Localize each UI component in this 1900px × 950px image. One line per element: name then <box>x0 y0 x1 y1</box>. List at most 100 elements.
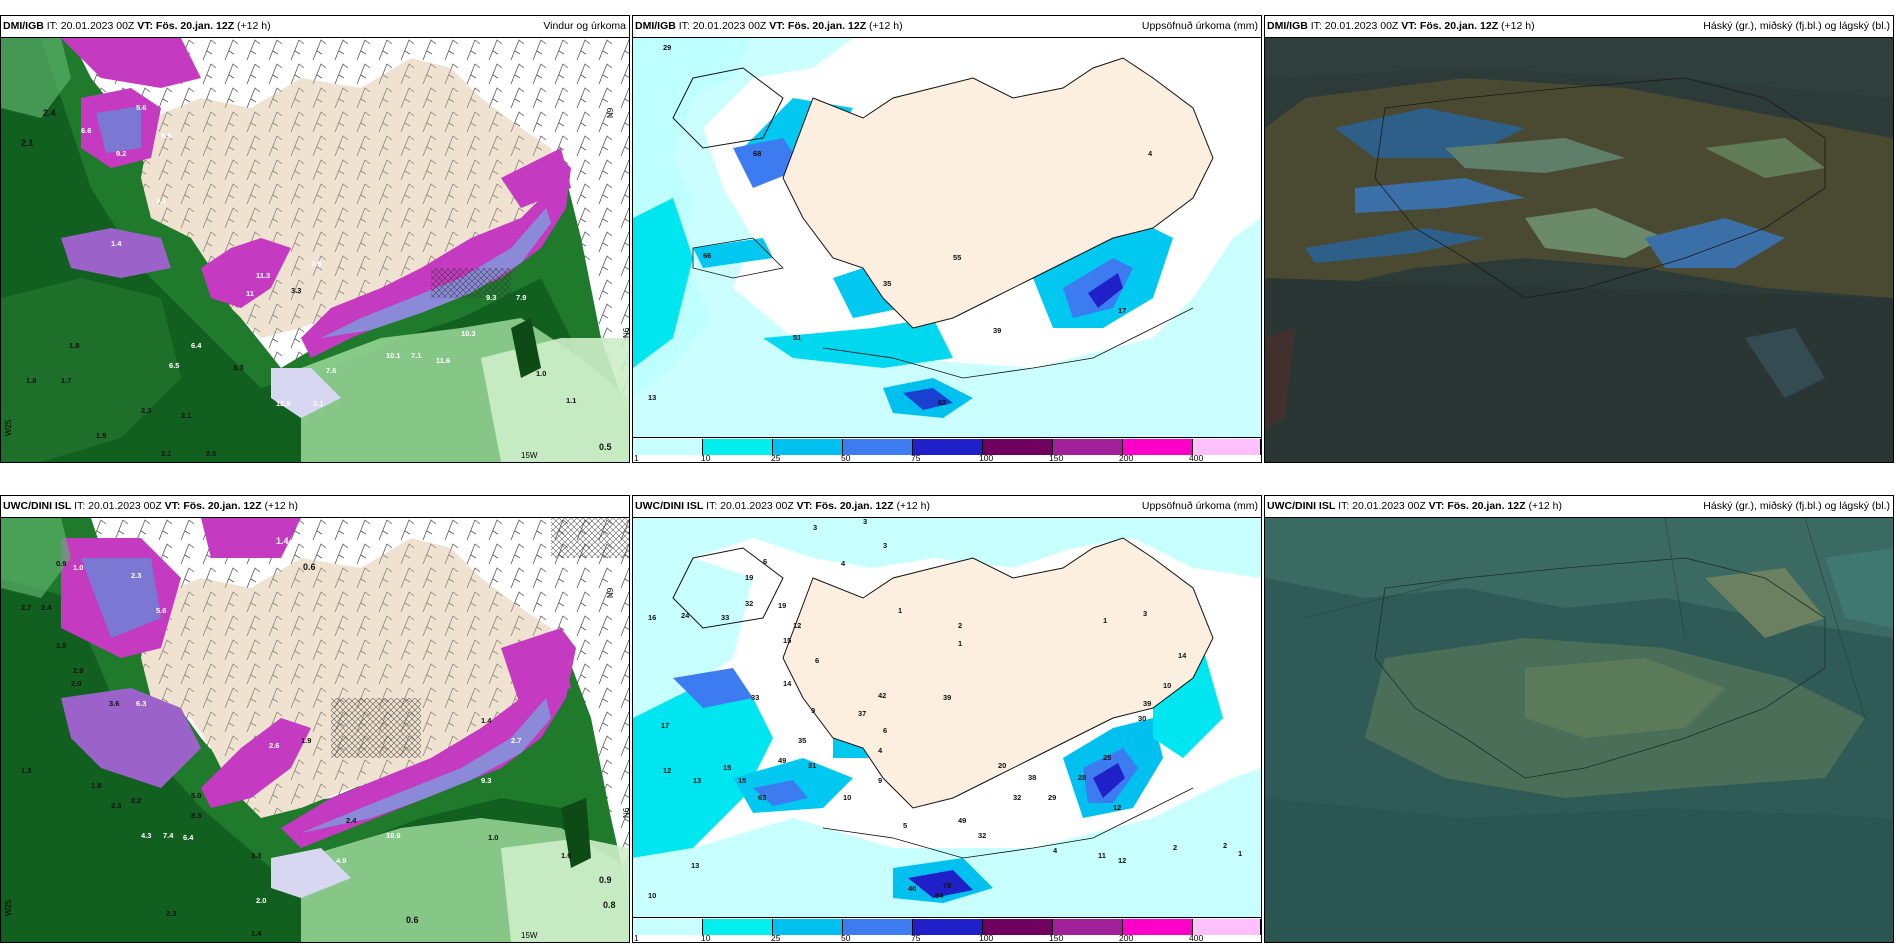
model-source: DMI/IGB <box>635 20 676 32</box>
colorbar-tick: 25 <box>771 933 781 943</box>
value-label: 1.7 <box>61 376 71 385</box>
value-label: 4.9 <box>336 856 346 865</box>
panel-header: DMI/IGB IT: 20.01.2023 00Z VT: Fös. 20.j… <box>633 16 1261 38</box>
value-label: 4.3 <box>141 831 151 840</box>
value-label: 15 <box>738 776 746 785</box>
colorbar-swatch <box>703 439 773 455</box>
value-label: 1.0 <box>488 833 498 842</box>
value-label: 5.6 <box>136 103 146 112</box>
valid-time: VT: Fös. 20.jan. 12Z <box>1401 20 1499 32</box>
value-label: 1.8 <box>26 376 36 385</box>
panel-wind-dmi: DMI/IGB IT: 20.01.2023 00Z VT: Fös. 20.j… <box>0 15 630 463</box>
value-label: 15 <box>783 636 791 645</box>
value-label: 12 <box>1113 803 1121 812</box>
value-label: 13 <box>691 861 699 870</box>
value-label: 32 <box>978 831 986 840</box>
lead-time: (+12 h) <box>234 20 271 32</box>
value-label: 31 <box>808 761 816 770</box>
value-label: 3.1 <box>156 196 166 205</box>
value-label: 2.0 <box>256 896 266 905</box>
value-label: 2.0 <box>71 679 81 688</box>
colorbar-tick: 25 <box>771 453 781 463</box>
value-label: 84 <box>935 891 944 900</box>
value-label: 4 <box>841 559 846 568</box>
colorbar-swatch <box>913 919 983 935</box>
value-label: 51 <box>793 333 801 342</box>
colorbar-tick: 1 <box>634 453 639 463</box>
value-label: 1.1 <box>566 396 576 405</box>
init-time: IT: 20.01.2023 00Z <box>43 20 138 32</box>
value-label: 2.3 <box>141 406 151 415</box>
value-label: 39 <box>993 326 1001 335</box>
value-label: 35 <box>798 736 806 745</box>
colorbar-swatch <box>1053 919 1123 935</box>
value-label: 6.9 <box>161 131 171 140</box>
value-label: 17 <box>661 721 669 730</box>
value-label: 9.3 <box>486 293 496 302</box>
precip-colorbar: 1 10 25 50 75 100 150 200 400 <box>633 437 1261 462</box>
value-label: 3 <box>883 541 887 550</box>
value-label: 78 <box>943 881 951 890</box>
value-label: 2.7 <box>511 736 521 745</box>
value-label: 4 <box>1148 149 1153 158</box>
value-label: 37 <box>858 709 866 718</box>
value-label: 62 <box>938 398 946 407</box>
value-label: 14 <box>1178 651 1187 660</box>
valid-time: VT: Fös. 20.jan. 12Z <box>796 500 894 512</box>
panel-header: DMI/IGB IT: 20.01.2023 00Z VT: Fös. 20.j… <box>1265 16 1893 38</box>
model-source: UWC/DINI ISL <box>3 500 72 512</box>
valid-time: VT: Fös. 20.jan. 12Z <box>769 20 867 32</box>
value-label: 4 <box>1053 846 1058 855</box>
value-label: 3 <box>863 518 867 526</box>
colorbar-swatch <box>1053 439 1123 455</box>
cloud-cover-map <box>1265 38 1893 462</box>
precip-map: 3 3 4 3 6 19 32 16 24 33 19 12 15 33 14 … <box>633 518 1261 942</box>
value-label: 12 <box>663 766 671 775</box>
panel-precip-uwc: UWC/DINI ISL IT: 20.01.2023 00Z VT: Fös.… <box>632 495 1262 943</box>
value-label: 1.4 <box>276 536 289 546</box>
value-label: 1 <box>1238 849 1242 858</box>
init-time: IT: 20.01.2023 00Z <box>703 500 797 512</box>
value-label: 6.5 <box>169 361 179 370</box>
value-label: 63 <box>758 793 766 802</box>
value-label: 2.6 <box>311 259 321 268</box>
init-time: IT: 20.01.2023 00Z <box>71 500 165 512</box>
value-label: 49 <box>958 816 966 825</box>
model-source: DMI/IGB <box>1267 20 1308 32</box>
value-label: 2.1 <box>161 449 171 458</box>
value-label: 2.7 <box>21 603 31 612</box>
value-label: 2.3 <box>166 909 176 918</box>
value-label: 2 <box>1173 843 1177 852</box>
value-label: 3.6 <box>109 699 119 708</box>
value-label: 1.9 <box>301 736 311 745</box>
lon-label: W25 <box>4 419 13 436</box>
init-time: IT: 20.01.2023 00Z <box>1335 500 1429 512</box>
value-label: 1.3 <box>21 766 31 775</box>
lead-time: (+12 h) <box>893 500 931 512</box>
colorbar-swatch <box>633 439 703 455</box>
value-label: 0.9 <box>56 559 66 568</box>
panel-wind-uwc: UWC/DINI ISL IT: 20.01.2023 00Z VT: Fös.… <box>0 495 630 943</box>
value-label: 3 <box>1143 609 1147 618</box>
value-label: 6 <box>763 557 767 566</box>
lon-label: W25 <box>4 899 13 916</box>
init-time: IT: 20.01.2023 00Z <box>675 20 770 32</box>
lon-label-bottom: 15W <box>521 451 538 460</box>
value-label: 1.8 <box>69 341 79 350</box>
colorbar-tick: 400 <box>1189 453 1204 463</box>
value-label: 3.3 <box>291 286 301 295</box>
value-label: 13 <box>648 393 656 402</box>
value-label: 30 <box>1138 714 1146 723</box>
value-label: 3.1 <box>313 399 323 408</box>
value-label: 9 <box>811 706 815 715</box>
value-label: 11.6 <box>436 356 450 365</box>
panel-precip-dmi: DMI/IGB IT: 20.01.2023 00Z VT: Fös. 20.j… <box>632 15 1262 463</box>
value-label: 1 <box>898 606 902 615</box>
colorbar-tick: 100 <box>979 453 994 463</box>
panel-title: Uppsöfnuð úrkoma (mm) <box>1141 20 1258 32</box>
value-label: 40 <box>908 884 916 893</box>
value-label: 9 <box>878 776 882 785</box>
value-label: 16 <box>648 613 656 622</box>
model-source: UWC/DINI ISL <box>1267 500 1336 512</box>
colorbar-tick: 1 <box>634 933 639 943</box>
